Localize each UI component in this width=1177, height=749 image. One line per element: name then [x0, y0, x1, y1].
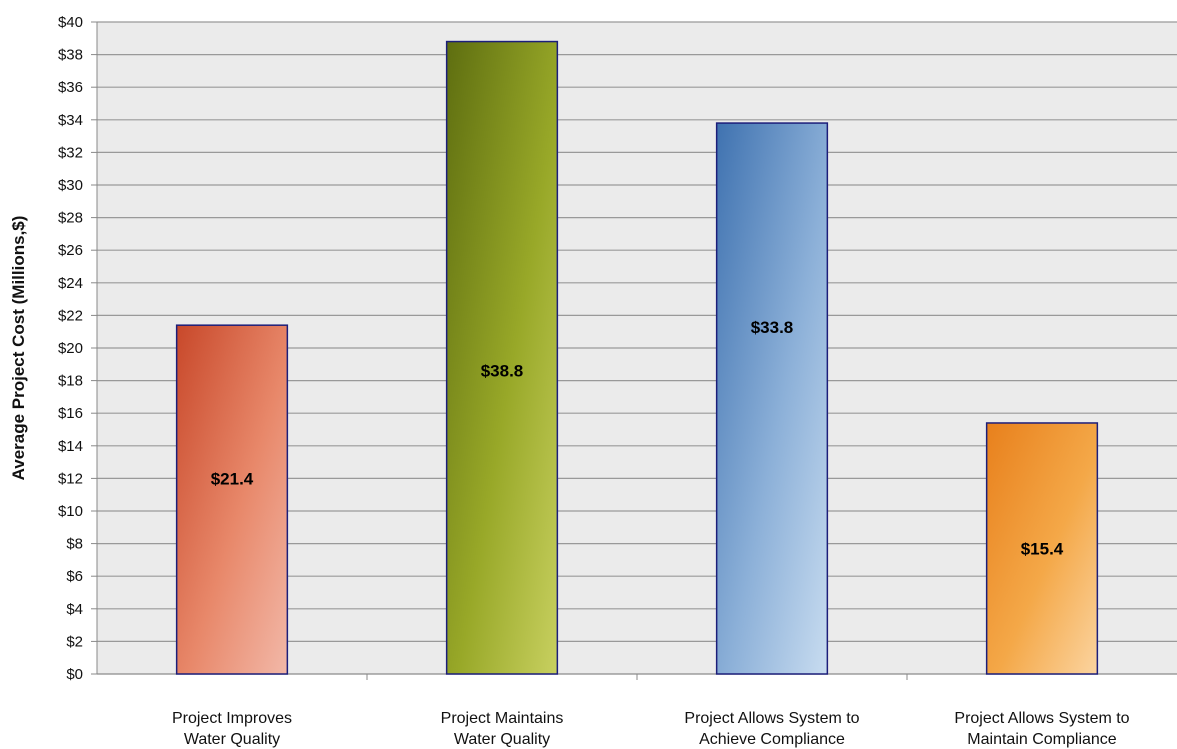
y-tick-label: $36 [58, 79, 83, 96]
y-tick-label: $22 [58, 307, 83, 324]
category-label: Water Quality [454, 731, 550, 748]
bar [445, 40, 559, 675]
y-tick-label: $2 [66, 633, 83, 650]
bars [175, 40, 1099, 675]
y-tick-label: $4 [66, 601, 83, 618]
category-label: Project Allows System to [684, 710, 859, 727]
bar [715, 122, 829, 675]
category-label: Project Maintains [441, 710, 564, 727]
y-tick-label: $6 [66, 568, 83, 585]
y-tick-label: $24 [58, 275, 83, 292]
category-label: Project Allows System to [954, 710, 1129, 727]
data-label: $38.8 [481, 361, 524, 380]
y-tick-label: $14 [58, 438, 83, 455]
y-tick-label: $12 [58, 470, 83, 487]
y-tick-label: $38 [58, 47, 83, 64]
data-label: $21.4 [211, 470, 254, 489]
y-tick-label: $40 [58, 14, 83, 31]
data-labels: $21.4 $38.8 $33.8 $15.4 [211, 318, 1064, 559]
category-label: Maintain Compliance [967, 731, 1117, 748]
y-tick-label: $26 [58, 242, 83, 259]
y-axis-title: Average Project Cost (Millions,$) [9, 216, 28, 481]
category-label: Achieve Compliance [699, 731, 845, 748]
y-tick-label: $32 [58, 144, 83, 161]
y-tick-label: $8 [66, 536, 83, 553]
bar [985, 422, 1099, 675]
category-label: Water Quality [184, 731, 280, 748]
y-tick-label: $0 [66, 666, 83, 683]
y-tick-label: $18 [58, 373, 83, 390]
bar [175, 324, 289, 675]
x-axis-categories: Project Improves Water Quality Project Mai… [172, 674, 1130, 748]
y-tick-label: $20 [58, 340, 83, 357]
y-tick-label: $10 [58, 503, 83, 520]
y-tick-label: $28 [58, 210, 83, 227]
data-label: $33.8 [751, 318, 794, 337]
y-tick-label: $16 [58, 405, 83, 422]
category-label: Project Improves [172, 710, 292, 727]
y-tick-label: $34 [58, 112, 83, 129]
y-tick-label: $30 [58, 177, 83, 194]
data-label: $15.4 [1021, 539, 1064, 558]
